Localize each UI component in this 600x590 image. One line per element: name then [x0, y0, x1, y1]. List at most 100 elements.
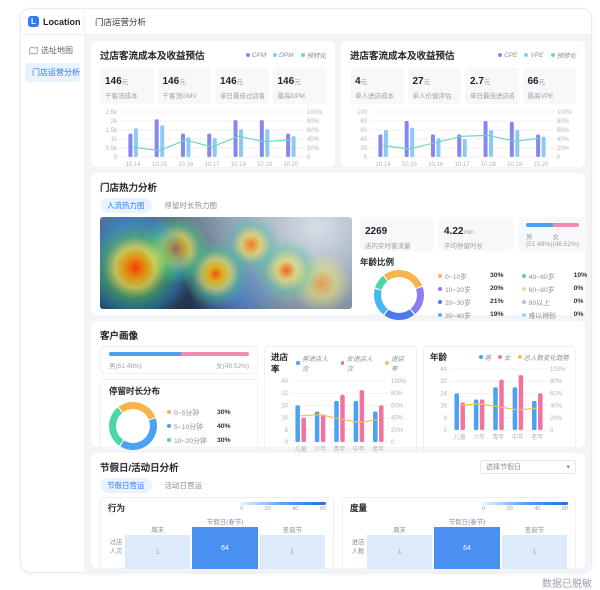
- heat-cell[interactable]: 1: [259, 535, 325, 569]
- svg-text:青年: 青年: [333, 445, 345, 453]
- entry-rate-panel: 进店率 男进店人次 女进店人次 进店率 0 0 8 20% 16 40% 24 60% 32 80…: [264, 346, 417, 456]
- svg-text:10.19: 10.19: [257, 162, 273, 168]
- metric-heat-table: 进店 人数 周末 1 节假日(春节) 64 圣诞节 1: [350, 516, 568, 569]
- svg-text:0.5k: 0.5k: [106, 146, 118, 152]
- heat-scale-legend: 0 20 40 60: [482, 502, 568, 512]
- tab-dwell-heatmap[interactable]: 停留时长热力图: [164, 201, 218, 210]
- svg-text:10.15: 10.15: [152, 162, 168, 168]
- svg-text:80%: 80%: [557, 119, 570, 125]
- legend-item[interactable]: 预转化: [550, 50, 576, 60]
- svg-text:1.5k: 1.5k: [106, 128, 118, 134]
- stat-box: 146元 千客流成本: [100, 67, 154, 104]
- svg-text:儿童: 儿童: [454, 433, 466, 441]
- svg-text:40%: 40%: [391, 416, 404, 422]
- svg-text:老年: 老年: [531, 433, 543, 441]
- age-ratio-legend: 0~10岁 30% 40~60岁 10% 10~20岁 20% 60~80岁 0% 20…: [438, 271, 587, 320]
- age-ratio-title: 年龄比例: [360, 257, 395, 267]
- svg-text:80%: 80%: [307, 119, 320, 125]
- svg-text:100%: 100%: [307, 110, 323, 116]
- svg-text:40%: 40%: [307, 137, 320, 143]
- card-title: 进店客流成本及收益预估: [350, 51, 455, 62]
- legend-item[interactable]: DPM: [273, 52, 294, 59]
- legend-item[interactable]: CPE: [498, 52, 517, 59]
- legend-item[interactable]: 进店率: [385, 353, 410, 373]
- svg-text:儿童: 儿童: [295, 445, 307, 453]
- legend-item[interactable]: 预转化: [300, 50, 326, 60]
- svg-text:10.15: 10.15: [402, 162, 418, 168]
- svg-text:8: 8: [444, 416, 448, 422]
- svg-text:中年: 中年: [353, 445, 365, 453]
- legend-item: 40~60岁 10%: [521, 271, 587, 281]
- stat-box: 4.22min 平均停留时长: [439, 217, 513, 251]
- tab-holiday-ops[interactable]: 节假日营运: [100, 478, 152, 493]
- svg-text:20: 20: [360, 146, 367, 152]
- stat-box: 2269 店内实时客流量: [360, 217, 434, 251]
- legend-item[interactable]: CPM: [245, 52, 266, 59]
- entry-rate-chart: 0 0 8 20% 16 40% 24 60% 32 80% 40 100% 儿童 少年 青年 中年 老年: [271, 376, 410, 454]
- holiday-select[interactable]: 选择节假日 ▾: [480, 460, 576, 474]
- sidebar-item-store-analysis[interactable]: 门店运营分析: [25, 63, 80, 82]
- card-title: 门店热力分析: [100, 183, 158, 194]
- svg-text:老年: 老年: [372, 445, 384, 453]
- age-ratio-donut: [374, 270, 424, 320]
- legend-item: 60~80岁 0%: [521, 284, 588, 294]
- customer-profile-card: 客户画像 男(51.48%) 女(48.52%) 停留时长分布: [91, 321, 585, 456]
- svg-text:60: 60: [360, 128, 367, 134]
- legend-item: 5~10分钟 40%: [167, 421, 231, 431]
- svg-text:40: 40: [440, 367, 447, 373]
- card-title: 节假日/活动日分析: [100, 463, 179, 474]
- svg-text:40%: 40%: [550, 404, 563, 410]
- svg-text:16: 16: [281, 416, 288, 422]
- svg-text:0: 0: [114, 155, 118, 161]
- legend-item[interactable]: 总人数变化趋势: [517, 352, 569, 362]
- legend-item: 0~10岁 30%: [438, 271, 504, 281]
- svg-text:60%: 60%: [550, 391, 563, 397]
- svg-text:100: 100: [357, 110, 368, 116]
- heat-cell[interactable]: 1: [125, 535, 191, 569]
- svg-text:16: 16: [440, 404, 447, 410]
- duration-distribution-panel: 停留时长分布 0~5分钟 30% 5~10分钟 40% 10~20分钟 30%: [100, 379, 258, 456]
- svg-text:0: 0: [550, 428, 554, 434]
- legend-item[interactable]: 女进店人次: [340, 353, 379, 373]
- svg-text:10.20: 10.20: [533, 162, 549, 168]
- main-content: 过店客流成本及收益预估 CPM DPM 预转化 146元 千客流成本 146元 千客…: [85, 35, 591, 572]
- svg-text:8: 8: [285, 428, 289, 434]
- svg-text:10.14: 10.14: [126, 162, 142, 168]
- heat-cell[interactable]: 1: [501, 535, 567, 569]
- heat-cell[interactable]: 64: [192, 527, 258, 569]
- svg-text:60%: 60%: [391, 403, 404, 409]
- stat-box: 146元 千客流GMV: [157, 67, 211, 104]
- svg-text:100%: 100%: [550, 367, 566, 373]
- gender-ratio-bar: 男(51.48%) 女(48.52%): [100, 346, 258, 374]
- tab-event-ops[interactable]: 活动日营运: [164, 481, 203, 490]
- legend-item[interactable]: 男: [478, 352, 491, 362]
- page-tab[interactable]: 门店运营分析: [95, 16, 147, 27]
- legend-item[interactable]: 女: [498, 352, 511, 362]
- svg-text:24: 24: [281, 403, 288, 409]
- svg-text:40: 40: [281, 379, 288, 385]
- store-heatmap-image: [100, 217, 352, 309]
- svg-text:1k: 1k: [111, 137, 118, 143]
- legend-item: 0~5分钟 30%: [167, 407, 231, 417]
- svg-text:32: 32: [281, 391, 288, 397]
- svg-text:80%: 80%: [550, 379, 563, 385]
- legend-item: 10~20岁 20%: [438, 284, 504, 294]
- tab-people-heatmap[interactable]: 人流热力图: [100, 198, 152, 213]
- gender-ratio-bar: 男(51.48%) 女(48.52%): [518, 217, 588, 251]
- heat-cell[interactable]: 64: [434, 527, 500, 569]
- behavior-heat-table: 过店 人次 周末 1 节假日(春节) 64 圣诞节 1: [108, 516, 326, 569]
- svg-text:40%: 40%: [557, 137, 570, 143]
- legend-item[interactable]: 男进店人次: [295, 353, 334, 373]
- svg-text:中年: 中年: [512, 433, 524, 441]
- svg-text:60%: 60%: [557, 128, 570, 134]
- heat-cell[interactable]: 1: [367, 535, 433, 569]
- svg-text:60%: 60%: [307, 128, 320, 134]
- svg-text:100%: 100%: [391, 379, 407, 385]
- legend-item[interactable]: VPE: [524, 52, 544, 59]
- svg-text:80: 80: [360, 119, 367, 125]
- legend-item: 20~30岁 21%: [438, 297, 504, 307]
- stat-box: 4元 单人进店成本: [350, 67, 404, 104]
- sidebar-item-site-map[interactable]: 选址地图: [25, 41, 80, 60]
- pass-traffic-card: 过店客流成本及收益预估 CPM DPM 预转化 146元 千客流成本 146元 千客…: [91, 41, 335, 168]
- brand-logo-icon: L: [28, 16, 39, 27]
